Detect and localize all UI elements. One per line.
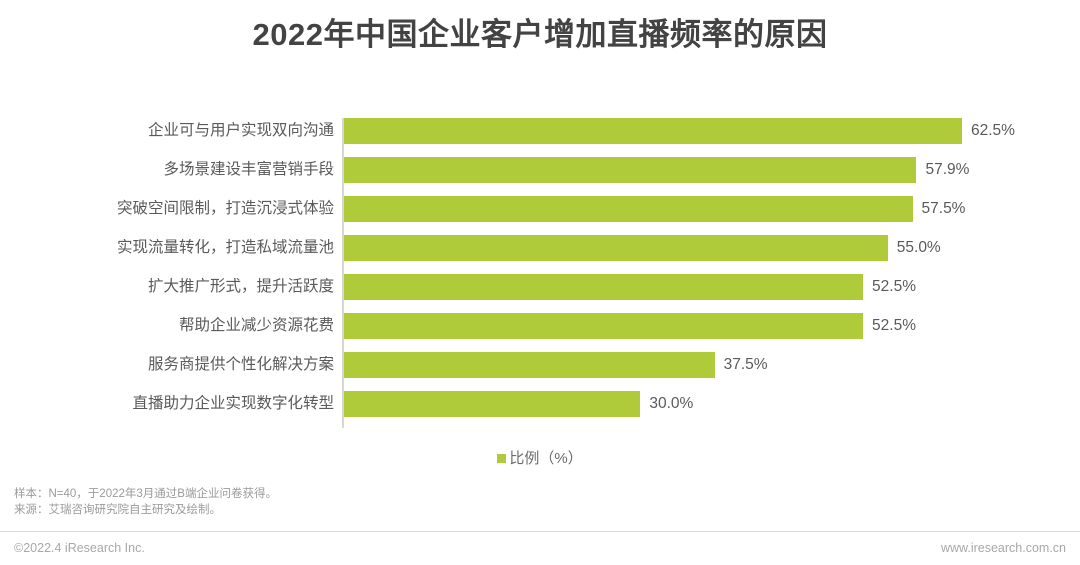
bar-value-label: 57.5% <box>921 200 966 217</box>
bar[interactable] <box>343 274 864 300</box>
bar-row: 企业可与用户实现双向沟通 62.5% <box>0 118 1080 157</box>
footer-copyright: ©2022.4 iResearch Inc. <box>14 541 145 555</box>
bar-container <box>343 352 715 378</box>
bar[interactable] <box>343 352 715 378</box>
bar-category-label: 企业可与用户实现双向沟通 <box>147 122 334 139</box>
bar[interactable] <box>343 391 641 417</box>
chart-legend: 比例（%） <box>0 448 1080 470</box>
bar[interactable] <box>343 157 917 183</box>
bar-value-label: 52.5% <box>872 317 916 334</box>
bar-rows: 企业可与用户实现双向沟通 62.5% 多场景建设丰富营销手段 57.9% 突破空间限制，… <box>0 118 1080 430</box>
note-sample: 样本：N=40，于2022年3月通过B端企业问卷获得。 <box>14 488 277 500</box>
bar-value-label: 37.5% <box>723 356 768 373</box>
bar-container <box>343 313 864 339</box>
bar-category-label: 直播助力企业实现数字化转型 <box>132 395 334 412</box>
footer-website[interactable]: www.iresearch.com.cn <box>940 541 1066 555</box>
bar[interactable] <box>343 313 864 339</box>
bar-row: 服务商提供个性化解决方案 37.5% <box>0 352 1080 391</box>
bar-category-label: 多场景建设丰富营销手段 <box>163 161 334 178</box>
bar-category-label: 实现流量转化，打造私域流量池 <box>116 239 334 256</box>
bar-container <box>343 235 888 261</box>
bar[interactable] <box>343 196 913 222</box>
bar[interactable] <box>343 118 962 144</box>
category-axis-line <box>342 118 344 428</box>
bar-value-label: 62.5% <box>971 122 1015 139</box>
bar-row: 扩大推广形式，提升活跃度 52.5% <box>0 274 1080 313</box>
bar-value-label: 55.0% <box>896 239 941 256</box>
bar-value-label: 52.5% <box>872 278 916 295</box>
bar-container <box>343 157 917 183</box>
note-source: 来源：艾瑞咨询研究院自主研究及绘制。 <box>14 503 221 516</box>
bar-row: 突破空间限制，打造沉浸式体验 57.5% <box>0 196 1080 235</box>
chart-notes: 样本：N=40，于2022年3月通过B端企业问卷获得。 来源：艾瑞咨询研究院自主… <box>14 487 277 518</box>
bar-row: 多场景建设丰富营销手段 57.9% <box>0 157 1080 196</box>
bar-container <box>343 274 864 300</box>
bar-category-label: 帮助企业减少资源花费 <box>178 317 334 334</box>
legend-swatch-icon <box>497 453 507 463</box>
bar-container <box>343 391 641 417</box>
legend-item: 比例（%） <box>497 448 583 470</box>
bar-category-label: 服务商提供个性化解决方案 <box>147 356 334 373</box>
bar-row: 实现流量转化，打造私域流量池 55.0% <box>0 235 1080 274</box>
bar-value-label: 57.9% <box>925 161 970 178</box>
bar-container <box>343 118 962 144</box>
bar-value-label: 30.0% <box>649 395 694 412</box>
bar-container <box>343 196 913 222</box>
page-footer: ©2022.4 iResearch Inc. www.iresearch.com… <box>0 538 1080 560</box>
bar-row: 帮助企业减少资源花费 52.5% <box>0 313 1080 352</box>
bar-category-label: 扩大推广形式，提升活跃度 <box>147 278 334 295</box>
bar-category-label: 突破空间限制，打造沉浸式体验 <box>116 200 334 217</box>
legend-label: 比例（%） <box>509 450 583 468</box>
page-title: 2022年中国企业客户增加直播频率的原因 <box>252 17 828 52</box>
bar[interactable] <box>343 235 888 261</box>
chart-plot-area: 企业可与用户实现双向沟通 62.5% 多场景建设丰富营销手段 57.9% 突破空间限制，… <box>0 118 1080 430</box>
footer-divider <box>0 531 1080 532</box>
bar-row: 直播助力企业实现数字化转型 30.0% <box>0 391 1080 430</box>
